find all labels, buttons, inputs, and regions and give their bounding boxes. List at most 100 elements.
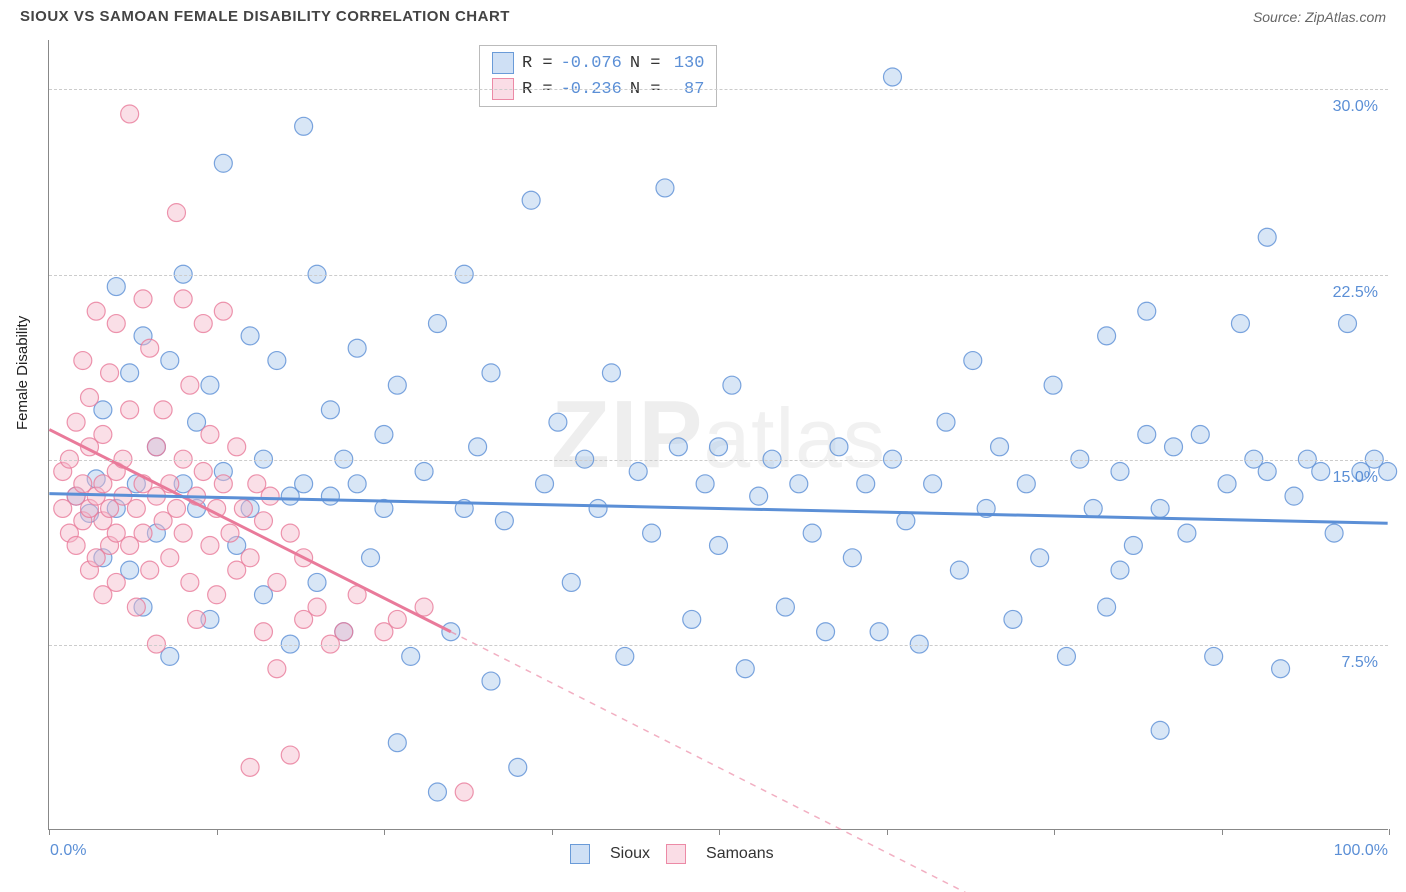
r-label: R = xyxy=(522,54,553,73)
data-point xyxy=(1031,549,1049,567)
data-point xyxy=(1312,462,1330,480)
data-point xyxy=(67,413,85,431)
data-point xyxy=(495,512,513,530)
data-point xyxy=(817,623,835,641)
data-point xyxy=(268,573,286,591)
data-point xyxy=(696,475,714,493)
data-point xyxy=(174,290,192,308)
data-point xyxy=(1111,462,1129,480)
data-point xyxy=(362,549,380,567)
data-point xyxy=(107,278,125,296)
plot-area: ZIPatlas R = -0.076 N = 130 R = -0.236 N… xyxy=(48,40,1388,830)
data-point xyxy=(1111,561,1129,579)
data-point xyxy=(295,117,313,135)
data-point xyxy=(950,561,968,579)
legend-label-samoans: Samoans xyxy=(706,845,774,863)
x-end-label: 100.0% xyxy=(1334,842,1388,860)
data-point xyxy=(174,524,192,542)
data-point xyxy=(281,746,299,764)
data-point xyxy=(1017,475,1035,493)
data-point xyxy=(562,573,580,591)
data-point xyxy=(161,352,179,370)
data-point xyxy=(161,549,179,567)
data-point xyxy=(188,610,206,628)
chart-svg xyxy=(49,40,1388,829)
data-point xyxy=(1258,228,1276,246)
data-point xyxy=(348,339,366,357)
data-point xyxy=(937,413,955,431)
data-point xyxy=(1124,536,1142,554)
gridline xyxy=(49,460,1388,461)
data-point xyxy=(1191,426,1209,444)
data-point xyxy=(268,352,286,370)
data-point xyxy=(208,586,226,604)
data-point xyxy=(536,475,554,493)
data-point xyxy=(402,647,420,665)
data-point xyxy=(857,475,875,493)
data-point xyxy=(1325,524,1343,542)
data-point xyxy=(127,598,145,616)
data-point xyxy=(201,426,219,444)
data-point xyxy=(254,512,272,530)
r-value-1: -0.076 xyxy=(561,54,622,73)
gridline xyxy=(49,645,1388,646)
x-tick xyxy=(1222,829,1223,835)
data-point xyxy=(991,438,1009,456)
data-point xyxy=(321,487,339,505)
data-point xyxy=(1218,475,1236,493)
data-point xyxy=(602,364,620,382)
data-point xyxy=(94,426,112,444)
data-point xyxy=(134,290,152,308)
data-point xyxy=(134,524,152,542)
data-point xyxy=(81,389,99,407)
data-point xyxy=(308,598,326,616)
data-point xyxy=(415,598,433,616)
data-point xyxy=(388,376,406,394)
data-point xyxy=(181,376,199,394)
data-point xyxy=(1165,438,1183,456)
data-point xyxy=(141,339,159,357)
data-point xyxy=(214,154,232,172)
y-tick-label: 7.5% xyxy=(1342,654,1378,672)
data-point xyxy=(1339,315,1357,333)
data-point xyxy=(843,549,861,567)
data-point xyxy=(643,524,661,542)
data-point xyxy=(710,536,728,554)
x-tick xyxy=(384,829,385,835)
data-point xyxy=(656,179,674,197)
data-point xyxy=(924,475,942,493)
data-point xyxy=(589,499,607,517)
source-label: Source: ZipAtlas.com xyxy=(1253,9,1386,25)
data-point xyxy=(181,573,199,591)
data-point xyxy=(1044,376,1062,394)
data-point xyxy=(1231,315,1249,333)
data-point xyxy=(107,315,125,333)
data-point xyxy=(1138,426,1156,444)
data-point xyxy=(127,499,145,517)
data-point xyxy=(154,401,172,419)
data-point xyxy=(1084,499,1102,517)
data-point xyxy=(469,438,487,456)
data-point xyxy=(167,499,185,517)
x-tick xyxy=(887,829,888,835)
data-point xyxy=(883,68,901,86)
data-point xyxy=(121,401,139,419)
data-point xyxy=(1004,610,1022,628)
data-point xyxy=(482,672,500,690)
data-point xyxy=(1379,462,1397,480)
data-point xyxy=(750,487,768,505)
data-point xyxy=(87,302,105,320)
n-label: N = xyxy=(630,54,661,73)
data-point xyxy=(121,364,139,382)
data-point xyxy=(214,302,232,320)
swatch-sioux xyxy=(492,52,514,74)
data-point xyxy=(522,191,540,209)
data-point xyxy=(964,352,982,370)
data-point xyxy=(141,561,159,579)
data-point xyxy=(723,376,741,394)
data-point xyxy=(428,783,446,801)
gridline xyxy=(49,275,1388,276)
gridline xyxy=(49,89,1388,90)
data-point xyxy=(1057,647,1075,665)
data-point xyxy=(268,660,286,678)
